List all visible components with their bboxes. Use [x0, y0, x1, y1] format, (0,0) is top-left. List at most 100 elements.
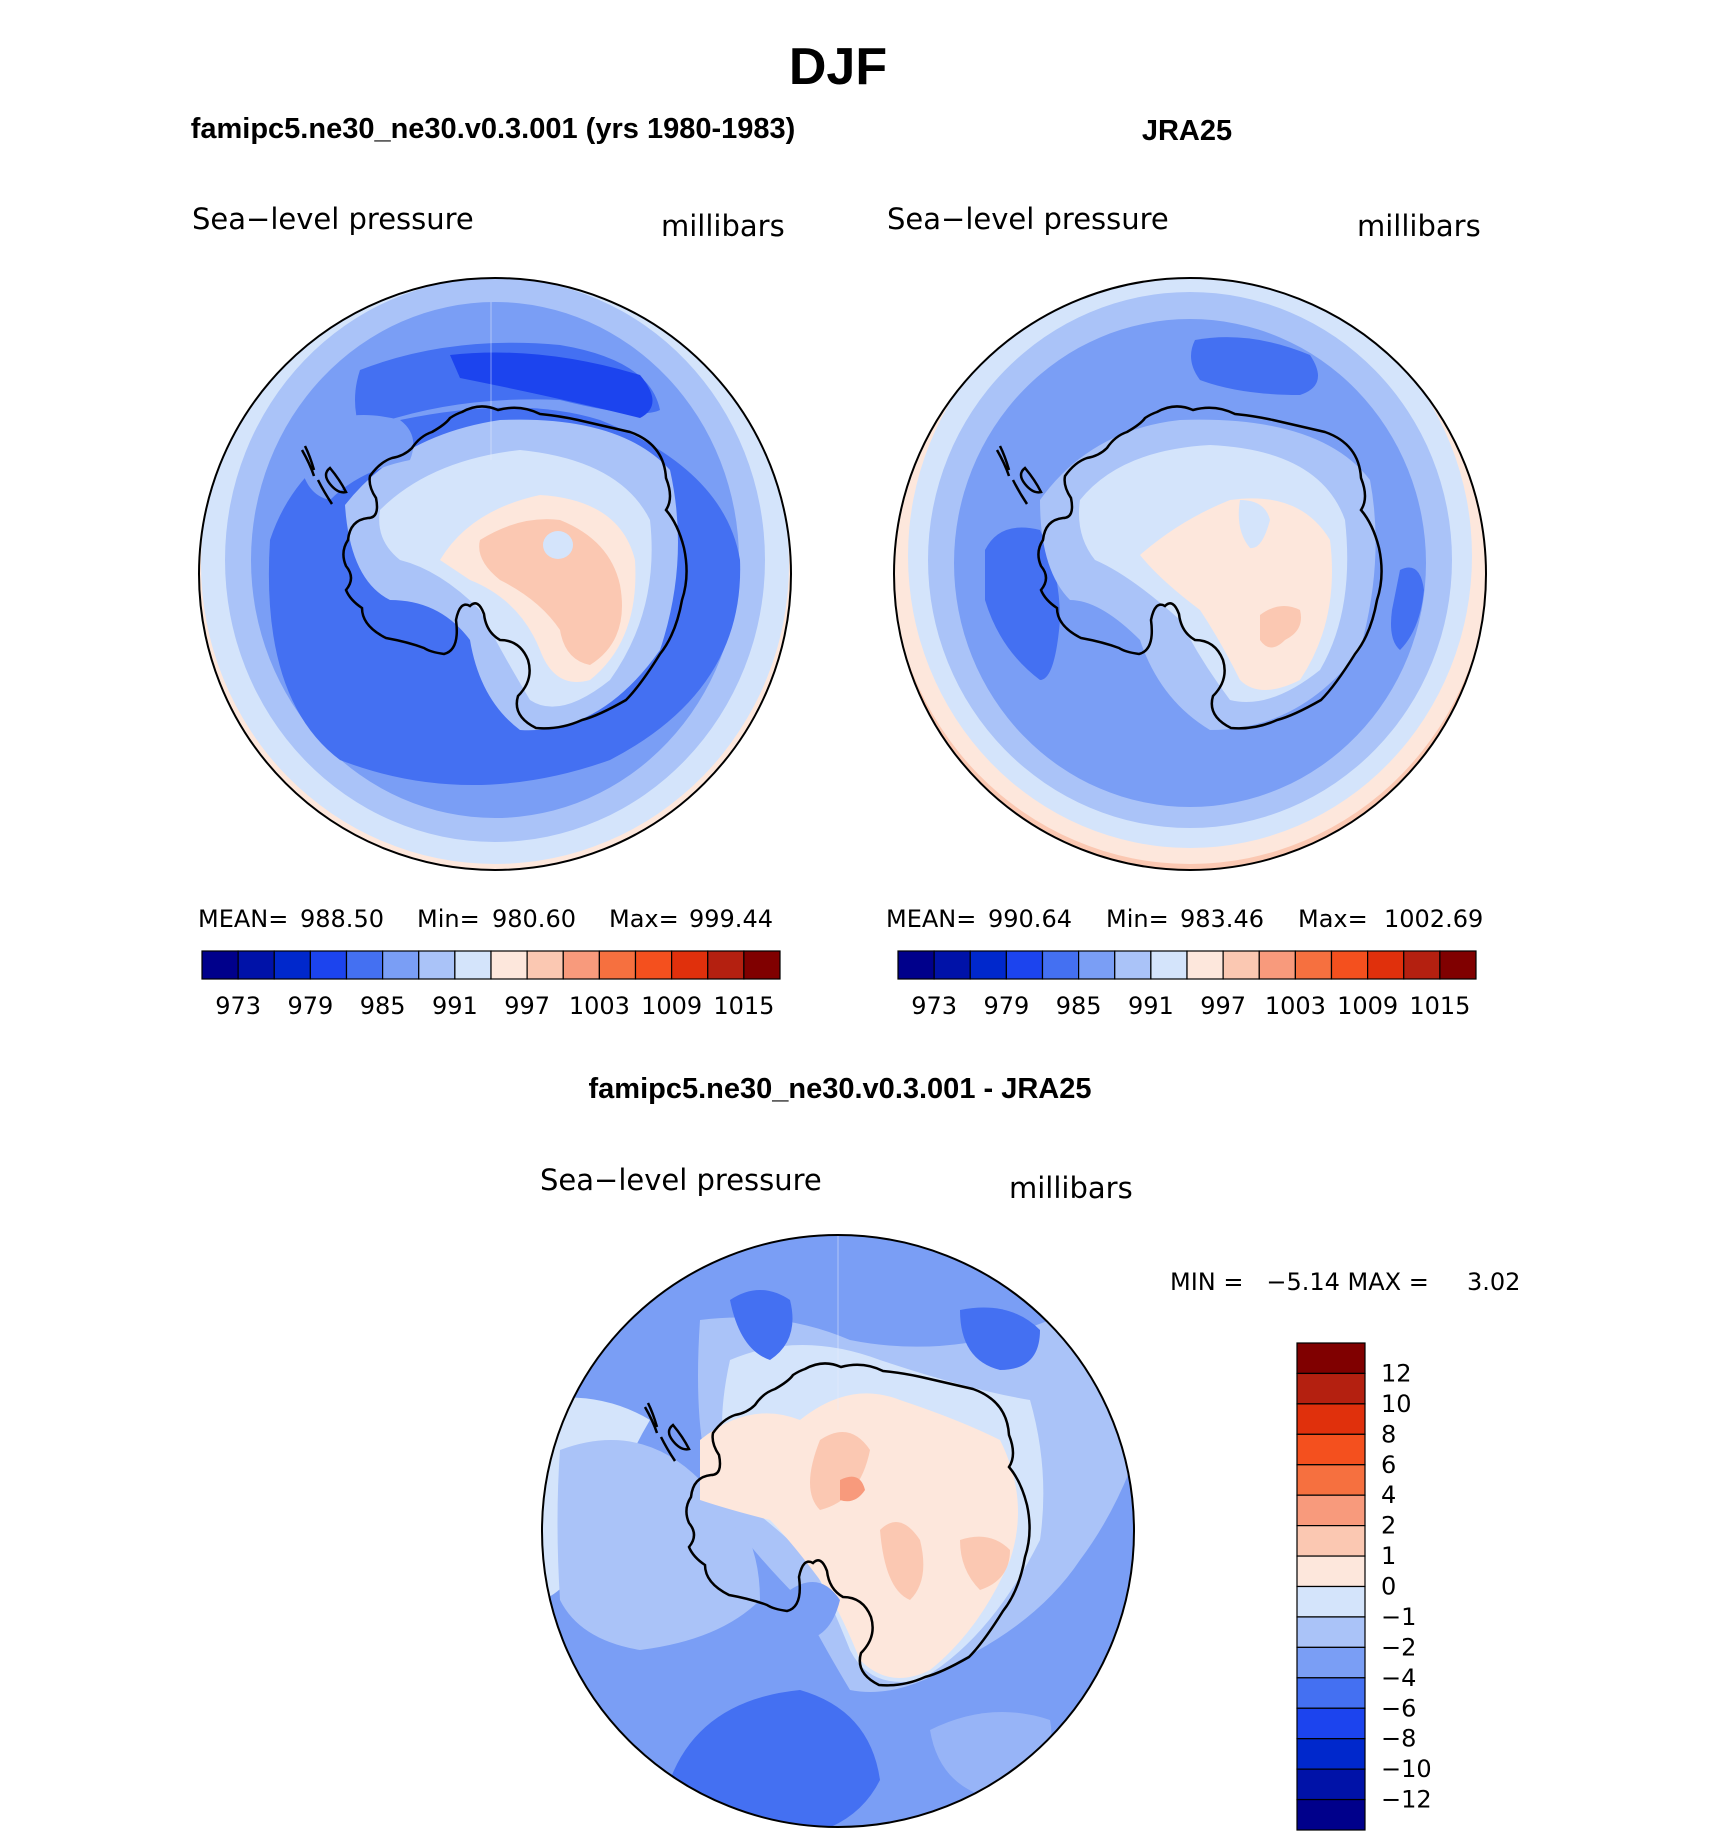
- colorbar-jra25-tick-label: 1015: [1409, 992, 1470, 1020]
- colorbar-model-swatch: [707, 950, 745, 980]
- stats-model-max-label: Max=: [609, 905, 679, 933]
- colorbar-model-tick-label: 979: [287, 992, 333, 1020]
- antarctica-coastline-difference: [643, 1362, 1031, 1687]
- colorbar-jra25-swatch: [969, 950, 1007, 980]
- colorbar-model-swatch: [743, 950, 781, 980]
- colorbar-difference-tick-label: 12: [1381, 1359, 1412, 1387]
- colorbar-model-tick-label: 997: [504, 992, 550, 1020]
- panel-model-units: millibars: [661, 209, 785, 243]
- colorbar-difference-swatch: [1296, 1738, 1366, 1770]
- colorbar-jra25-swatch: [1258, 950, 1296, 980]
- colorbar-difference-swatch: [1296, 1616, 1366, 1648]
- colorbar-model-swatch: [345, 950, 384, 980]
- colorbar-jra25-swatch: [1186, 950, 1224, 980]
- colorbar-jra25-tick-label: 1003: [1265, 992, 1326, 1020]
- colorbar-jra25-tick-label: 997: [1200, 992, 1246, 1020]
- colorbar-difference-tick-label: 1: [1381, 1542, 1396, 1570]
- colorbar-model-swatch: [273, 950, 311, 980]
- colorbar-difference-swatch: [1296, 1342, 1366, 1375]
- colorbar-difference-swatch: [1296, 1433, 1366, 1466]
- colorbar-difference-swatch: [1296, 1372, 1366, 1405]
- colorbar-jra25-swatch: [1403, 950, 1441, 980]
- colorbar-model-swatch: [671, 950, 709, 980]
- colorbar-difference-tick-label: −2: [1381, 1633, 1416, 1661]
- colorbar-jra25-tick-label: 985: [1056, 992, 1102, 1020]
- colorbar-jra25-swatch: [1294, 950, 1333, 980]
- antarctica-coastline-model: [300, 405, 688, 730]
- colorbar-model-swatch: [201, 950, 239, 980]
- colorbar-model: 973 979 985 991 997 1003 1009 1015: [201, 950, 781, 1020]
- map-difference: [542, 1235, 1134, 1827]
- colorbar-jra25: 973 979 985 991 997 1003 1009 1015: [897, 950, 1477, 1020]
- stats-model-min: 980.60: [492, 905, 576, 933]
- stats-model-mean: 988.50: [300, 905, 384, 933]
- colorbar-difference-swatch: [1296, 1646, 1366, 1679]
- colorbar-jra25-tick-label: 1009: [1337, 992, 1398, 1020]
- colorbar-jra25-swatch: [897, 950, 935, 980]
- colorbar-difference-swatch: [1296, 1525, 1366, 1557]
- colorbar-model-tick-label: 1009: [641, 992, 702, 1020]
- colorbar-jra25-tick-label: 973: [911, 992, 957, 1020]
- colorbar-difference-tick-label: 2: [1381, 1512, 1396, 1540]
- colorbar-difference-tick-label: 8: [1381, 1420, 1396, 1448]
- panel-jra25-header: JRA25: [1142, 115, 1232, 147]
- colorbar-model-swatch: [634, 950, 673, 980]
- colorbar-jra25-swatch: [1005, 950, 1044, 980]
- colorbar-jra25-swatch: [1078, 950, 1116, 980]
- stats-jra25-max-label: Max=: [1298, 905, 1368, 933]
- panel-difference-minmax: MIN = −5.14 MAX = 3.02: [1170, 1268, 1520, 1296]
- colorbar-difference-swatch: [1296, 1494, 1366, 1527]
- stats-model-mean-label: MEAN=: [198, 905, 288, 933]
- colorbar-difference-swatch: [1296, 1677, 1366, 1709]
- map-jra25: [894, 278, 1486, 870]
- panel-model-variable: Sea−level pressure: [192, 202, 474, 236]
- colorbar-model-swatch: [526, 950, 564, 980]
- colorbar-model-swatch: [598, 950, 637, 980]
- colorbar-difference-tick-label: −12: [1381, 1786, 1432, 1814]
- colorbar-jra25-swatch: [1041, 950, 1080, 980]
- colorbar-jra25-swatch: [1330, 950, 1369, 980]
- colorbar-model-tick-label: 985: [360, 992, 406, 1020]
- colorbar-jra25-swatch: [1114, 950, 1152, 980]
- colorbar-difference-tick-label: 6: [1381, 1451, 1396, 1479]
- colorbar-difference-tick-label: −8: [1381, 1725, 1416, 1753]
- panel-jra25: JRA25 Sea−level pressure millibars MEAN=…: [886, 115, 1487, 1020]
- panel-jra25-variable: Sea−level pressure: [887, 202, 1169, 236]
- map-difference-border: [541, 1234, 1135, 1828]
- colorbar-difference-swatch: [1296, 1798, 1366, 1831]
- panel-difference-units: millibars: [1009, 1171, 1133, 1205]
- map-model-border: [198, 277, 792, 871]
- colorbar-difference-tick-label: 0: [1381, 1573, 1396, 1601]
- colorbar-difference-swatch: [1296, 1403, 1366, 1435]
- colorbar-jra25-tick-label: 979: [983, 992, 1029, 1020]
- colorbar-jra25-swatch: [933, 950, 971, 980]
- colorbar-model-swatch: [562, 950, 600, 980]
- colorbar-jra25-swatch: [1222, 950, 1260, 980]
- colorbar-difference-tick-label: −4: [1381, 1664, 1416, 1692]
- colorbar-model-swatch: [490, 950, 528, 980]
- colorbar-model-swatch: [418, 950, 456, 980]
- colorbar-jra25-swatch: [1367, 950, 1405, 980]
- map-model: [199, 278, 791, 870]
- map-jra25-border: [893, 277, 1487, 871]
- colorbar-model-tick-label: 973: [215, 992, 261, 1020]
- colorbar-difference-tick-label: −6: [1381, 1694, 1416, 1722]
- stats-jra25-max: 1002.69: [1384, 905, 1483, 933]
- colorbar-difference-swatch: [1296, 1555, 1366, 1588]
- colorbar-difference-swatch: [1296, 1707, 1366, 1740]
- stats-model-max: 999.44: [689, 905, 773, 933]
- colorbar-difference-swatch: [1296, 1464, 1366, 1496]
- panel-model-header: famipc5.ne30_ne30.v0.3.001 (yrs 1980-198…: [191, 113, 796, 145]
- colorbar-model-swatch: [237, 950, 275, 980]
- colorbar-model-swatch: [309, 950, 348, 980]
- colorbar-jra25-swatch: [1439, 950, 1477, 980]
- stats-model-min-label: Min=: [417, 905, 480, 933]
- stats-jra25-mean: 990.64: [988, 905, 1072, 933]
- panel-model: famipc5.ne30_ne30.v0.3.001 (yrs 1980-198…: [191, 113, 796, 1020]
- colorbar-jra25-swatch: [1150, 950, 1188, 980]
- colorbar-difference-swatch: [1296, 1768, 1366, 1801]
- colorbar-model-tick-label: 1015: [713, 992, 774, 1020]
- colorbar-difference-swatch: [1296, 1585, 1366, 1618]
- panel-difference: famipc5.ne30_ne30.v0.3.001 - JRA25 Sea−l…: [540, 1073, 1520, 1831]
